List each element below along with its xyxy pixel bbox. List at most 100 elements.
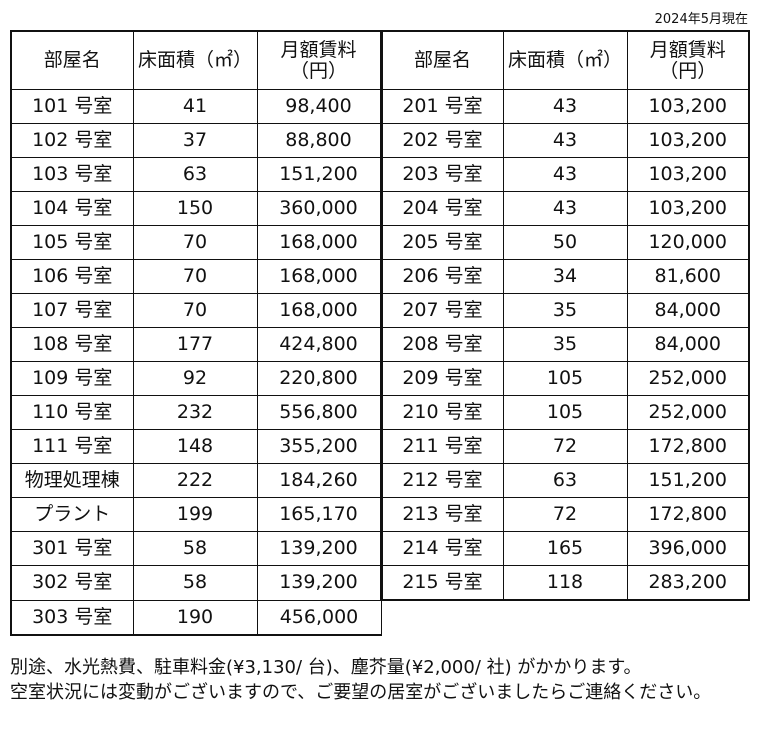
floor-area-cell: 41: [132, 89, 258, 124]
floor-area-cell: 222: [132, 463, 258, 498]
monthly-rent-cell: 355,200: [256, 429, 382, 464]
table-row: 107 号室 70 168,000 207 号室 35 84,000: [10, 293, 750, 328]
monthly-rent-cell: 220,800: [256, 361, 382, 396]
monthly-rent-cell: 252,000: [626, 395, 750, 430]
floor-area-cell: 70: [132, 293, 258, 328]
table-row: 105 号室 70 168,000 205 号室 50 120,000: [10, 225, 750, 260]
room-name-cell: 108 号室: [10, 327, 134, 362]
table-row: 302 号室 58 139,200 215 号室 118 283,200: [10, 565, 750, 601]
floor-area-cell: 50: [502, 225, 628, 260]
room-name-cell: 202 号室: [379, 123, 504, 158]
floor-area-cell: 35: [502, 293, 628, 328]
header-rent-left-line1: 月額賃料: [280, 38, 357, 61]
table-row: 108 号室 177 424,800 208 号室 35 84,000: [10, 327, 750, 362]
monthly-rent-cell: 168,000: [256, 225, 382, 260]
floor-area-cell: 232: [132, 395, 258, 430]
monthly-rent-cell: 165,170: [256, 497, 382, 532]
room-name-cell: プラント: [10, 497, 134, 532]
table-row: 物理処理棟 222 184,260 212 号室 63 151,200: [10, 463, 750, 498]
room-name-cell: 207 号室: [379, 293, 504, 328]
floor-area-cell: 118: [502, 565, 628, 601]
room-name-cell: 111 号室: [10, 429, 134, 464]
floor-area-cell: 165: [502, 531, 628, 566]
monthly-rent-cell: 81,600: [626, 259, 750, 294]
monthly-rent-cell: 556,800: [256, 395, 382, 430]
header-rent-right: 月額賃料 （円）: [626, 30, 750, 90]
room-name-cell: 110 号室: [10, 395, 134, 430]
room-name-cell: 214 号室: [379, 531, 504, 566]
room-name-cell: 215 号室: [379, 565, 504, 601]
floor-area-cell: 70: [132, 259, 258, 294]
room-name-cell: 212 号室: [379, 463, 504, 498]
room-name-cell: 302 号室: [10, 565, 134, 601]
floor-area-cell: 35: [502, 327, 628, 362]
table-row: 111 号室 148 355,200 211 号室 72 172,800: [10, 429, 750, 464]
room-name-cell: 201 号室: [379, 89, 504, 124]
room-name-cell: 101 号室: [10, 89, 134, 124]
floor-area-cell: 177: [132, 327, 258, 362]
monthly-rent-cell: 283,200: [626, 565, 750, 601]
monthly-rent-cell: 139,200: [256, 531, 382, 566]
floor-area-cell: 150: [132, 191, 258, 226]
room-name-cell: 102 号室: [10, 123, 134, 158]
floor-area-cell: 37: [132, 123, 258, 158]
monthly-rent-cell: 184,260: [256, 463, 382, 498]
floor-area-cell: 43: [502, 157, 628, 192]
as-of-date: 2024年5月現在: [654, 12, 748, 27]
floor-area-cell: 105: [502, 395, 628, 430]
room-name-cell: 301 号室: [10, 531, 134, 566]
monthly-rent-cell: 168,000: [256, 259, 382, 294]
room-name-cell: 104 号室: [10, 191, 134, 226]
room-name-cell: 103 号室: [10, 157, 134, 192]
monthly-rent-cell: 424,800: [256, 327, 382, 362]
floor-area-cell: 72: [502, 429, 628, 464]
header-room-left: 部屋名: [10, 30, 134, 90]
floor-area-cell: 92: [132, 361, 258, 396]
monthly-rent-cell: 252,000: [626, 361, 750, 396]
header-rent-left: 月額賃料 （円）: [256, 30, 382, 90]
floor-area-cell: 58: [132, 565, 258, 601]
floor-area-cell: 199: [132, 497, 258, 532]
monthly-rent-cell: 151,200: [256, 157, 382, 192]
floor-area-cell: 34: [502, 259, 628, 294]
floor-area-cell: 63: [132, 157, 258, 192]
note-line-2: 空室状況には変動がございますので、ご要望の居室がございましたらご連絡ください。: [10, 682, 712, 703]
header-rent-right-line2: （円）: [659, 59, 717, 82]
empty-cell: [381, 599, 749, 635]
room-name-cell: 211 号室: [379, 429, 504, 464]
floor-area-cell: 43: [502, 89, 628, 124]
header-rent-left-line2: （円）: [289, 59, 347, 82]
monthly-rent-cell: 103,200: [626, 191, 750, 226]
monthly-rent-cell: 360,000: [256, 191, 382, 226]
header-area-right: 床面積（㎡）: [502, 30, 628, 90]
monthly-rent-cell: 456,000: [256, 599, 382, 636]
notes: 別途、水光熱費、駐車料金(¥3,130/ 台)、塵芥量(¥2,000/ 社) が…: [10, 655, 750, 705]
header-rent-right-line1: 月額賃料: [649, 38, 726, 61]
room-name-cell: 208 号室: [379, 327, 504, 362]
room-name-cell: 206 号室: [379, 259, 504, 294]
room-name-cell: 105 号室: [10, 225, 134, 260]
monthly-rent-cell: 168,000: [256, 293, 382, 328]
floor-area-cell: 43: [502, 191, 628, 226]
monthly-rent-cell: 396,000: [626, 531, 750, 566]
table-row: 101 号室 41 98,400 201 号室 43 103,200: [10, 89, 750, 124]
table-row: プラント 199 165,170 213 号室 72 172,800: [10, 497, 750, 532]
room-name-cell: 303 号室: [10, 599, 134, 636]
floor-area-cell: 105: [502, 361, 628, 396]
monthly-rent-cell: 103,200: [626, 157, 750, 192]
header-area-left: 床面積（㎡）: [132, 30, 258, 90]
table-row: 106 号室 70 168,000 206 号室 34 81,600: [10, 259, 750, 294]
monthly-rent-cell: 139,200: [256, 565, 382, 601]
rent-table: 部屋名 床面積（㎡） 月額賃料 （円） 部屋名 床面積（㎡） 月額賃料 （円） …: [10, 30, 750, 636]
table-row: 301 号室 58 139,200 214 号室 165 396,000: [10, 531, 750, 566]
floor-area-cell: 72: [502, 497, 628, 532]
table-row: 303 号室 190 456,000: [10, 599, 749, 636]
table-row: 103 号室 63 151,200 203 号室 43 103,200: [10, 157, 750, 192]
monthly-rent-cell: 151,200: [626, 463, 750, 498]
monthly-rent-cell: 84,000: [626, 293, 750, 328]
room-name-cell: 205 号室: [379, 225, 504, 260]
floor-area-cell: 70: [132, 225, 258, 260]
header-room-right: 部屋名: [379, 30, 504, 90]
room-name-cell: 204 号室: [379, 191, 504, 226]
monthly-rent-cell: 103,200: [626, 89, 750, 124]
